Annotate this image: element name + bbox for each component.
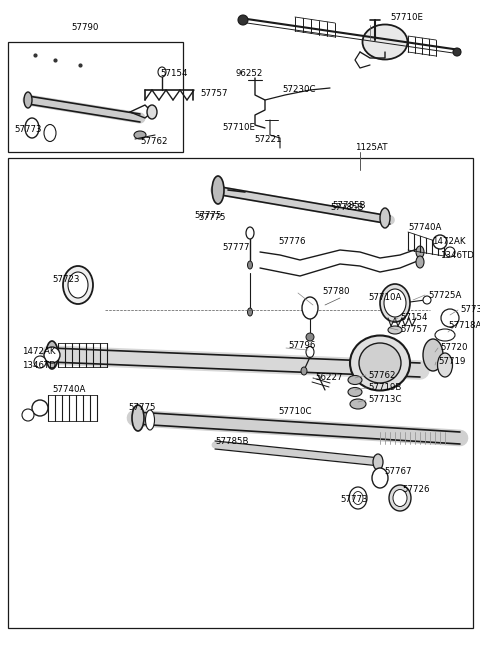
- Text: 57762: 57762: [368, 371, 396, 379]
- Ellipse shape: [384, 289, 406, 317]
- Ellipse shape: [349, 487, 367, 509]
- Ellipse shape: [63, 266, 93, 304]
- Text: 57757: 57757: [200, 88, 228, 98]
- Text: 57710E: 57710E: [222, 124, 255, 132]
- Text: 57777: 57777: [222, 244, 250, 252]
- Text: 57775: 57775: [128, 403, 156, 413]
- Circle shape: [32, 400, 48, 416]
- Ellipse shape: [248, 308, 252, 316]
- Ellipse shape: [416, 256, 424, 268]
- Circle shape: [423, 296, 431, 304]
- Text: 1472AK: 1472AK: [22, 348, 56, 356]
- Circle shape: [238, 15, 248, 25]
- Text: 57718A: 57718A: [448, 322, 480, 331]
- Ellipse shape: [348, 388, 362, 396]
- Text: 57775: 57775: [198, 214, 226, 223]
- Text: 57154: 57154: [160, 69, 188, 77]
- Ellipse shape: [145, 410, 155, 430]
- Text: 57785B: 57785B: [330, 204, 363, 212]
- Ellipse shape: [380, 208, 390, 228]
- Ellipse shape: [380, 284, 410, 322]
- Text: 57780: 57780: [322, 288, 349, 297]
- Ellipse shape: [353, 491, 363, 504]
- Circle shape: [441, 309, 459, 327]
- Ellipse shape: [132, 405, 144, 431]
- Ellipse shape: [46, 341, 58, 369]
- Ellipse shape: [24, 92, 32, 108]
- Text: 57775: 57775: [194, 210, 221, 219]
- Ellipse shape: [437, 353, 453, 377]
- Text: 57710C: 57710C: [278, 407, 312, 417]
- Ellipse shape: [416, 246, 424, 258]
- Ellipse shape: [389, 485, 411, 511]
- Ellipse shape: [435, 329, 455, 341]
- Text: 57785B: 57785B: [332, 200, 365, 210]
- Text: 57737: 57737: [460, 305, 480, 314]
- Circle shape: [453, 48, 461, 56]
- Circle shape: [34, 356, 46, 368]
- Ellipse shape: [362, 24, 408, 60]
- Ellipse shape: [372, 468, 388, 488]
- Text: 57725A: 57725A: [428, 291, 461, 299]
- Text: 96252: 96252: [235, 69, 263, 79]
- Text: 1125AT: 1125AT: [355, 143, 387, 153]
- Ellipse shape: [212, 176, 224, 204]
- Text: 1346TD: 1346TD: [440, 252, 474, 261]
- Text: 57790: 57790: [72, 24, 99, 33]
- Text: 57740A: 57740A: [52, 386, 85, 394]
- Ellipse shape: [423, 339, 443, 371]
- Text: 57767: 57767: [384, 468, 411, 476]
- Text: 57776: 57776: [278, 238, 305, 246]
- Ellipse shape: [302, 297, 318, 319]
- Text: 57726: 57726: [402, 485, 430, 495]
- Text: 57762: 57762: [140, 138, 168, 147]
- Circle shape: [44, 347, 60, 363]
- Ellipse shape: [393, 489, 407, 506]
- Text: 1472AK: 1472AK: [432, 238, 466, 246]
- Circle shape: [433, 235, 447, 249]
- Text: 57154: 57154: [400, 314, 428, 322]
- Text: 1346TD: 1346TD: [22, 362, 56, 371]
- Ellipse shape: [147, 105, 157, 119]
- Text: 57719B: 57719B: [368, 383, 401, 392]
- Text: 57719: 57719: [438, 358, 466, 367]
- Text: 57740A: 57740A: [408, 223, 442, 233]
- Ellipse shape: [134, 131, 146, 139]
- Ellipse shape: [44, 124, 56, 141]
- Text: 57710A: 57710A: [368, 293, 401, 303]
- Text: 57230C: 57230C: [282, 86, 315, 94]
- Ellipse shape: [301, 367, 307, 375]
- Text: 57710E: 57710E: [390, 14, 423, 22]
- Text: 57720: 57720: [440, 343, 468, 352]
- Text: 57221: 57221: [254, 136, 281, 145]
- Circle shape: [22, 409, 34, 421]
- Text: 56227: 56227: [315, 373, 343, 383]
- Text: 57713C: 57713C: [368, 396, 401, 405]
- Bar: [8, 158, 473, 628]
- Text: 57773: 57773: [14, 126, 41, 134]
- Ellipse shape: [350, 335, 410, 390]
- Text: 57796: 57796: [288, 341, 315, 350]
- Ellipse shape: [68, 272, 88, 298]
- Text: 57773: 57773: [340, 495, 368, 504]
- Ellipse shape: [373, 454, 383, 470]
- Ellipse shape: [388, 326, 402, 334]
- Ellipse shape: [359, 343, 401, 383]
- Ellipse shape: [306, 346, 314, 358]
- Ellipse shape: [246, 227, 254, 239]
- Ellipse shape: [25, 118, 39, 138]
- Circle shape: [306, 333, 314, 341]
- Ellipse shape: [350, 399, 366, 409]
- Text: 57785B: 57785B: [215, 438, 249, 447]
- Ellipse shape: [348, 375, 362, 384]
- Text: 57723: 57723: [52, 276, 80, 284]
- Ellipse shape: [158, 67, 166, 77]
- Bar: [8, 42, 183, 152]
- Circle shape: [445, 247, 455, 257]
- Text: 57757: 57757: [400, 326, 428, 335]
- Ellipse shape: [248, 261, 252, 269]
